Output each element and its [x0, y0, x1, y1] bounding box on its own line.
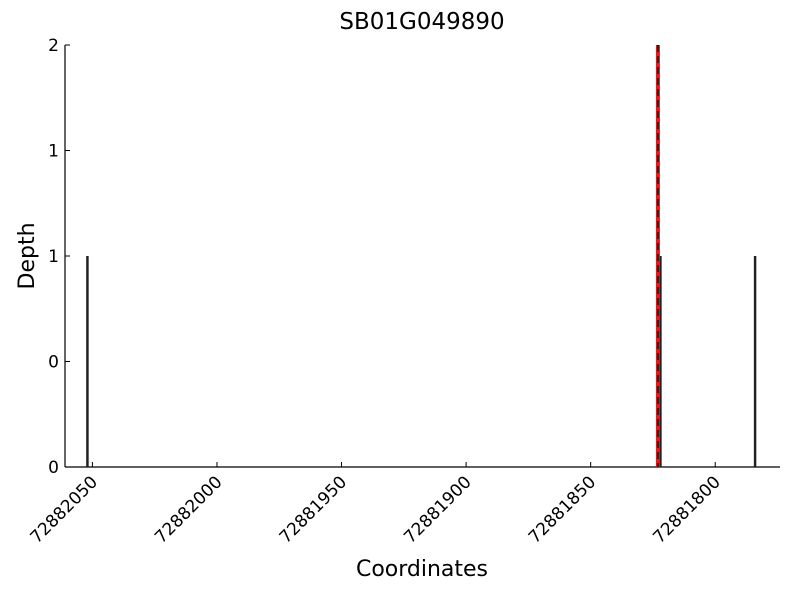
x-tick-label: 72881900	[400, 472, 475, 547]
bar	[86, 256, 89, 467]
x-tick-label: 72882000	[151, 472, 226, 547]
y-tick-label: 1	[48, 142, 59, 162]
y-tick-label: 2	[48, 36, 59, 56]
y-tick-label: 0	[48, 458, 59, 478]
y-axis-label: Depth	[15, 222, 40, 289]
bar	[659, 256, 662, 467]
bar	[753, 256, 757, 467]
x-tick-label: 72881800	[649, 472, 724, 547]
y-tick-label: 1	[48, 247, 59, 267]
x-tick-label: 72882050	[27, 472, 102, 547]
x-tick-label: 72881850	[525, 472, 600, 547]
chart-title: SB01G049890	[339, 9, 504, 35]
y-tick-label: 0	[48, 353, 59, 373]
x-axis-label: Coordinates	[356, 557, 488, 582]
x-tick-label: 72881950	[276, 472, 351, 547]
